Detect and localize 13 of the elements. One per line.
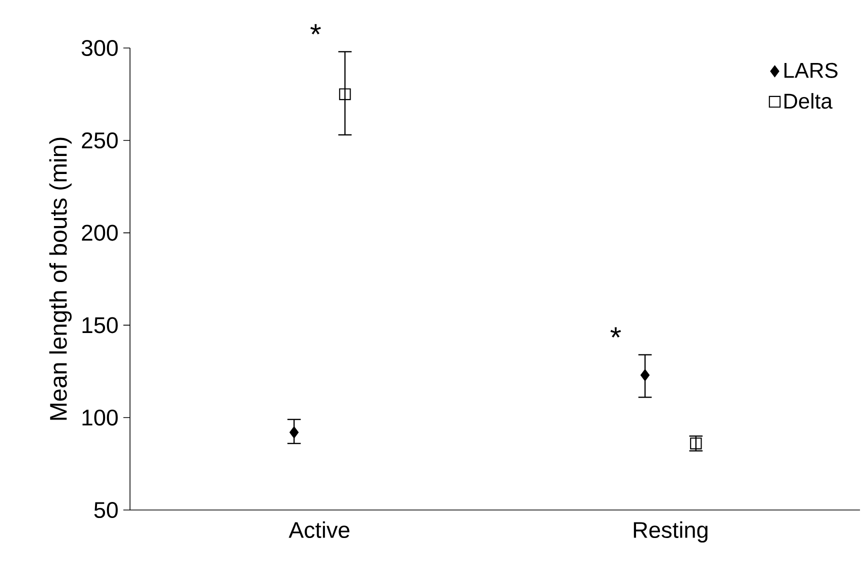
- y-tick-label: 200: [82, 224, 118, 241]
- text: *: [310, 24, 321, 34]
- legend-label: Delta: [784, 93, 833, 109]
- y-tick-label: 300: [82, 40, 118, 56]
- x-tick-label: Active: [288, 521, 350, 538]
- y-tick-label: 150: [82, 317, 118, 334]
- x-tick-label: Resting: [634, 521, 708, 543]
- legend-label: LARS: [784, 62, 838, 78]
- y-tick-label: 250: [82, 132, 118, 148]
- y-tick-label: 100: [82, 410, 118, 426]
- y-tick-label: 50: [94, 502, 118, 518]
- annotation: *: [610, 327, 621, 338]
- y-axis-title: Mean length of bouts (min): [49, 138, 72, 420]
